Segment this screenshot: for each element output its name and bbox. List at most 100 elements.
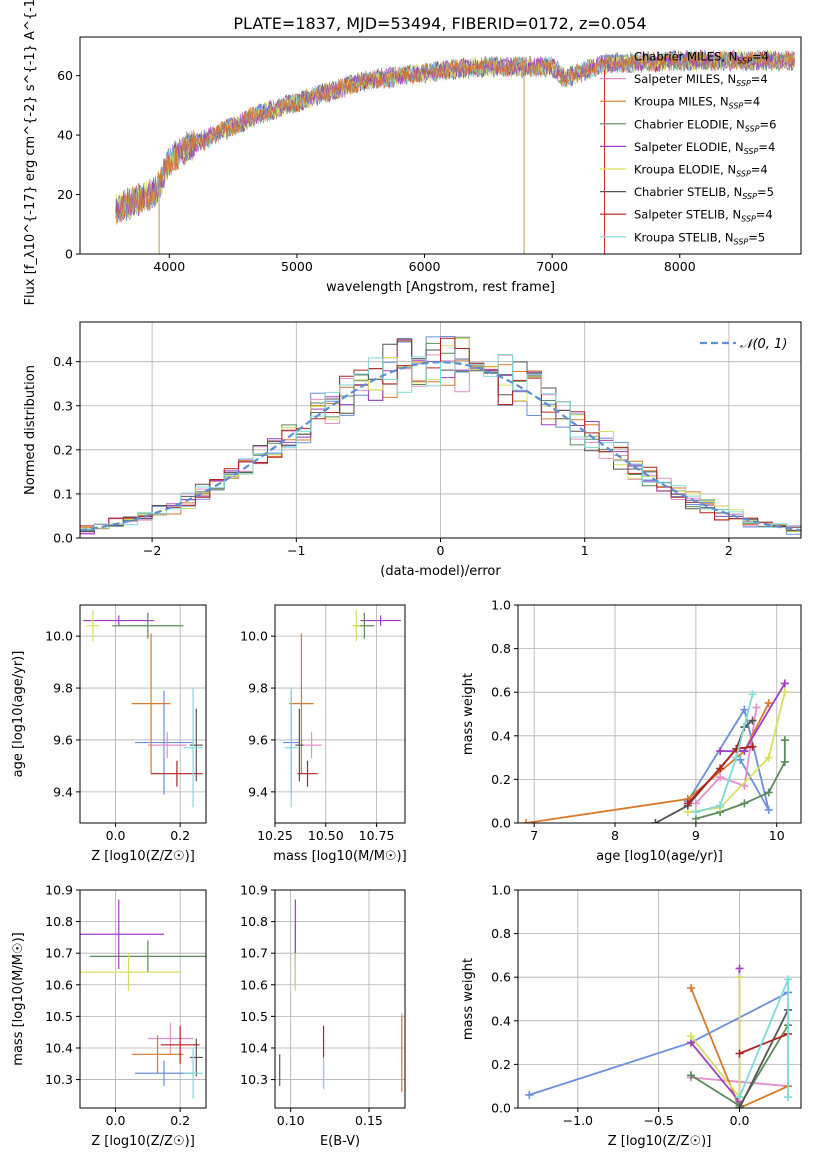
errorbar-point	[83, 615, 155, 626]
mass-weight-marker	[716, 764, 725, 773]
errorbar-point	[112, 612, 184, 639]
y-tick-label: 0.2	[53, 442, 73, 457]
mass-weight-marker	[752, 703, 761, 712]
axes-frame	[517, 889, 802, 1109]
legend-subscript: SSP	[736, 79, 751, 88]
y-tick-label: 10.7	[45, 946, 73, 961]
y-tick-label: 0.6	[491, 685, 511, 700]
mass-weight-line	[690, 987, 789, 1108]
histogram-step-8	[80, 354, 801, 530]
mass-weight-marker	[780, 757, 789, 766]
y-tick-label: 0.2	[491, 772, 511, 787]
mass-vs-ebv-panel: 0.10 0.15 10.3 10.4 10.5 10.6 10.7 10.8 10.9 E(B-…	[240, 883, 406, 1149]
y-axis-label: mass weight	[461, 958, 476, 1040]
x-tick-label: 9	[692, 828, 700, 843]
legend-label: Chabrier ELODIE, NSSP=6	[634, 117, 776, 133]
y-tick-label: 20	[57, 187, 73, 202]
age-vs-z-panel: 0.0 0.2 9.4 9.6 9.8 10.0 Z [log10(Z/Z☉)] age [l…	[11, 604, 207, 864]
legend-subscript: SSP	[729, 102, 744, 111]
x-tick-label: 5000	[281, 259, 313, 274]
y-tick-label: 0.8	[491, 641, 511, 656]
legend-subscript: SSP	[745, 124, 760, 133]
x-tick-label: −1	[287, 543, 305, 558]
axes-frame	[274, 889, 406, 1109]
x-axis-label: Z [log10(Z/Z☉)]	[91, 849, 195, 864]
mass-weight-marker	[651, 819, 660, 823]
mass-vs-z-panel: 0.0 0.2 10.3 10.4 10.5 10.6 10.7 10.8 10.9 Z [log…	[11, 883, 207, 1149]
y-tick-label: 1.0	[491, 883, 511, 898]
errorbar-point	[89, 940, 206, 973]
y-tick-label: 10.4	[45, 1040, 73, 1055]
errorbar-point	[301, 732, 322, 759]
legend-value: =5	[748, 230, 765, 244]
y-axis-label: mass [log10(M/M☉)]	[11, 932, 26, 1065]
x-axis-label: Z [log10(Z/Z☉)]	[91, 1134, 195, 1149]
mass-weight-line	[687, 707, 770, 811]
legend-value: =4	[756, 208, 773, 222]
mass-weight-marker	[716, 747, 725, 756]
x-tick-label: 10	[769, 828, 785, 843]
plot-area	[279, 899, 403, 1093]
x-tick-label: 0.15	[355, 1113, 383, 1128]
mass-weight-marker	[687, 1032, 696, 1041]
mass-weight-line	[695, 694, 754, 813]
mass-weight-marker	[740, 799, 749, 808]
y-tick-label: 10.7	[240, 946, 268, 961]
legend-label: Kroupa STELIB, NSSP=5	[634, 230, 765, 246]
legend-subscript: SSP	[742, 192, 757, 201]
legend-label: Salpeter ELODIE, NSSP=4	[634, 140, 775, 156]
legend-label: 𝒩(0, 1)	[740, 337, 787, 352]
y-tick-label: 0	[65, 247, 73, 262]
mass-weight-marker	[522, 819, 531, 823]
x-tick-label: 7	[530, 828, 538, 843]
y-tick-label: 0.0	[53, 531, 73, 546]
mass-weight-vs-age-panel: 7 8 9 10 0.0 0.2 0.4 0.6 0.8 1.0 age [log10(age/yr…	[461, 598, 802, 864]
histogram-step-0	[80, 336, 801, 535]
spectrum-legend: Chabrier MILES, NSSP=4 Salpeter MILES, NS…	[600, 50, 776, 246]
legend-label: Chabrier STELIB, NSSP=5	[634, 185, 774, 201]
mass-weight-marker	[735, 964, 744, 973]
mass-weight-marker	[735, 1093, 744, 1102]
x-tick-label: 4000	[153, 259, 185, 274]
y-tick-label: 10.0	[45, 629, 73, 644]
mass-weight-marker	[764, 753, 773, 762]
x-tick-label: −0.5	[644, 1113, 674, 1128]
x-tick-label: 0.0	[730, 1113, 750, 1128]
y-tick-label: 9.4	[248, 784, 268, 799]
errorbar-point	[295, 708, 304, 782]
errorbar-point	[147, 1022, 194, 1055]
y-tick-label: 10.3	[240, 1072, 268, 1087]
legend-subscript: SSP	[741, 215, 756, 224]
errorbar-point	[160, 1025, 200, 1064]
x-tick-label: 0.0	[106, 1113, 126, 1128]
mass-weight-line	[525, 702, 770, 823]
mass-weight-marker	[764, 805, 773, 814]
mass-weight-marker	[691, 799, 700, 808]
residual-histogram-panel: −2 −1 0 1 2 0.0 0.1 0.2 0.3 0.4 (data-model)/error…	[23, 321, 802, 579]
y-axis-label: Normed distribution	[23, 365, 38, 495]
plot-area	[83, 610, 203, 808]
mass-weight-line	[738, 1009, 789, 1108]
y-tick-label: 60	[57, 68, 73, 83]
x-tick-label: 0.2	[170, 1113, 190, 1128]
x-tick-label: 8000	[664, 259, 696, 274]
mass-weight-marker	[736, 755, 745, 764]
y-tick-label: 0.4	[53, 354, 73, 369]
x-tick-label: −1.0	[563, 1113, 593, 1128]
axes-frame	[79, 604, 207, 824]
mass-weight-vs-z-panel: −1.0 −0.5 0.0 0.0 0.2 0.4 0.6 0.8 1.0 Z [log10(Z/…	[461, 883, 802, 1149]
histogram-step-7	[80, 337, 801, 528]
y-tick-label: 0.0	[491, 816, 511, 831]
y-tick-label: 1.0	[491, 598, 511, 613]
x-axis-label: wavelength [Angstrom, rest frame]	[326, 280, 555, 295]
mass-weight-marker	[716, 773, 725, 782]
y-tick-label: 10.3	[45, 1072, 73, 1087]
mass-weight-marker	[735, 1049, 744, 1058]
spectrum-line-kroupa-miles	[115, 50, 795, 225]
mass-weight-marker	[732, 753, 741, 762]
mass-weight-marker	[691, 808, 700, 817]
figure-title: PLATE=1837, MJD=53494, FIBERID=0172, z=0…	[233, 14, 646, 33]
errorbar-point	[360, 615, 401, 626]
mass-weight-marker	[748, 742, 757, 751]
